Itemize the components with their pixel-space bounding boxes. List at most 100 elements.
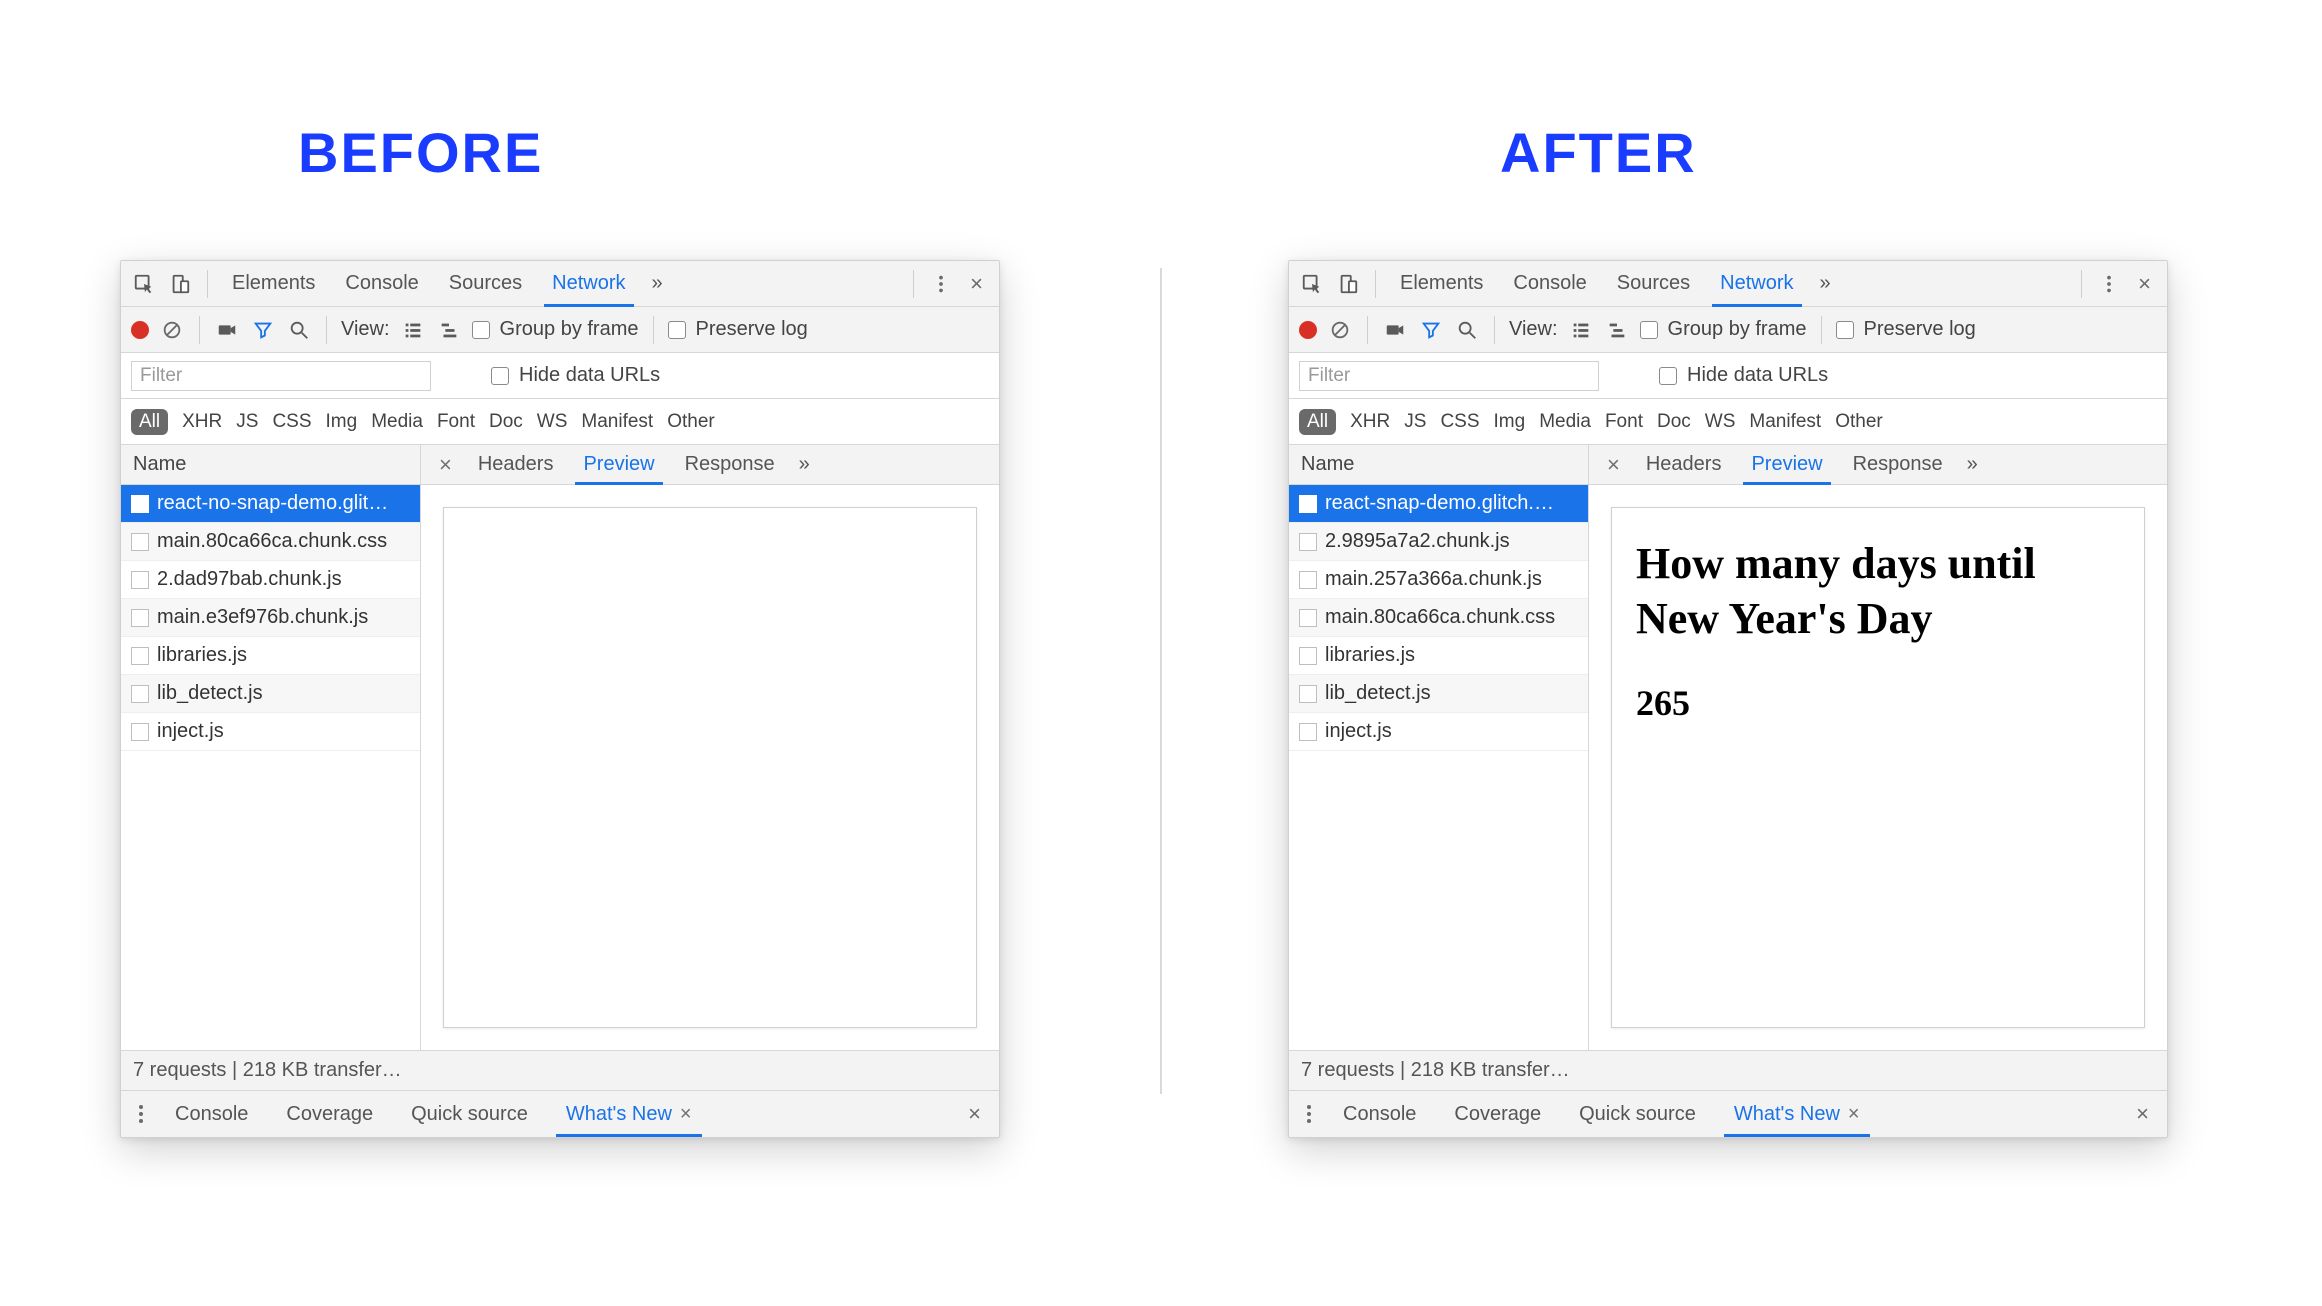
request-row[interactable]: main.e3ef976b.chunk.js (121, 599, 420, 637)
close-drawer-icon[interactable]: × (2130, 1101, 2155, 1127)
subtab-headers[interactable]: Headers (466, 445, 566, 484)
filter-funnel-icon[interactable] (1418, 317, 1444, 343)
type-manifest[interactable]: Manifest (581, 411, 653, 433)
close-detail-icon[interactable]: × (431, 452, 460, 478)
device-toggle-icon[interactable] (167, 271, 193, 297)
drawer-tab-quick-source[interactable]: Quick source (1567, 1091, 1708, 1137)
drawer-tab-quick-source[interactable]: Quick source (399, 1091, 540, 1137)
type-all[interactable]: All (131, 409, 168, 435)
type-doc[interactable]: Doc (1657, 411, 1691, 433)
request-row[interactable]: main.80ca66ca.chunk.css (121, 523, 420, 561)
type-doc[interactable]: Doc (489, 411, 523, 433)
clear-icon[interactable] (1327, 317, 1353, 343)
request-row[interactable]: 2.9895a7a2.chunk.js (1289, 523, 1588, 561)
record-icon[interactable] (1299, 321, 1317, 339)
preserve-log-checkbox[interactable] (1836, 321, 1854, 339)
type-xhr[interactable]: XHR (182, 411, 222, 433)
type-xhr[interactable]: XHR (1350, 411, 1390, 433)
inspect-icon[interactable] (131, 271, 157, 297)
subtabs-overflow-icon[interactable]: » (793, 453, 816, 476)
type-font[interactable]: Font (437, 411, 475, 433)
type-all[interactable]: All (1299, 409, 1336, 435)
filter-funnel-icon[interactable] (250, 317, 276, 343)
request-row[interactable]: libraries.js (121, 637, 420, 675)
filter-input[interactable]: Filter (131, 361, 431, 391)
type-media[interactable]: Media (1539, 411, 1591, 433)
group-by-frame-checkbox[interactable] (472, 321, 490, 339)
subtab-preview[interactable]: Preview (571, 445, 666, 484)
request-row[interactable]: lib_detect.js (121, 675, 420, 713)
type-ws[interactable]: WS (537, 411, 568, 433)
type-img[interactable]: Img (326, 411, 358, 433)
tab-network[interactable]: Network (1710, 261, 1803, 306)
group-by-frame-checkbox[interactable] (1640, 321, 1658, 339)
close-tab-icon[interactable]: × (680, 1103, 692, 1126)
view-list-icon[interactable] (400, 317, 426, 343)
tab-network[interactable]: Network (542, 261, 635, 306)
kebab-menu-icon[interactable] (2096, 271, 2122, 297)
drawer-tab-coverage[interactable]: Coverage (1442, 1091, 1553, 1137)
type-img[interactable]: Img (1494, 411, 1526, 433)
search-icon[interactable] (286, 317, 312, 343)
subtab-response[interactable]: Response (1841, 445, 1955, 484)
subtab-response[interactable]: Response (673, 445, 787, 484)
subtab-headers[interactable]: Headers (1634, 445, 1734, 484)
request-row[interactable]: libraries.js (1289, 637, 1588, 675)
request-row[interactable]: 2.dad97bab.chunk.js (121, 561, 420, 599)
drawer-menu-icon[interactable] (1301, 1105, 1317, 1123)
type-manifest[interactable]: Manifest (1749, 411, 1821, 433)
type-css[interactable]: CSS (272, 411, 311, 433)
drawer-tab-console[interactable]: Console (1331, 1091, 1428, 1137)
close-devtools-icon[interactable]: × (2132, 271, 2157, 297)
request-row[interactable]: inject.js (1289, 713, 1588, 751)
tab-sources[interactable]: Sources (439, 261, 532, 306)
type-js[interactable]: JS (236, 411, 258, 433)
device-toggle-icon[interactable] (1335, 271, 1361, 297)
name-column-header[interactable]: Name (1289, 445, 1588, 485)
record-icon[interactable] (131, 321, 149, 339)
drawer-menu-icon[interactable] (133, 1105, 149, 1123)
type-ws[interactable]: WS (1705, 411, 1736, 433)
hide-data-urls-checkbox[interactable] (491, 367, 509, 385)
preserve-log-checkbox[interactable] (668, 321, 686, 339)
camera-icon[interactable] (214, 317, 240, 343)
close-detail-icon[interactable]: × (1599, 452, 1628, 478)
type-other[interactable]: Other (667, 411, 715, 433)
inspect-icon[interactable] (1299, 271, 1325, 297)
drawer-tab-whats-new[interactable]: What's New × (554, 1091, 704, 1137)
drawer-tab-whats-new[interactable]: What's New × (1722, 1091, 1872, 1137)
tabs-overflow-icon[interactable]: » (646, 272, 669, 295)
close-drawer-icon[interactable]: × (962, 1101, 987, 1127)
search-icon[interactable] (1454, 317, 1480, 343)
subtabs-overflow-icon[interactable]: » (1961, 453, 1984, 476)
hide-data-urls-checkbox[interactable] (1659, 367, 1677, 385)
view-list-icon[interactable] (1568, 317, 1594, 343)
tab-console[interactable]: Console (1503, 261, 1596, 306)
name-column-header[interactable]: Name (121, 445, 420, 485)
close-devtools-icon[interactable]: × (964, 271, 989, 297)
close-tab-icon[interactable]: × (1848, 1103, 1860, 1126)
request-row[interactable]: react-no-snap-demo.glit… (121, 485, 420, 523)
type-js[interactable]: JS (1404, 411, 1426, 433)
tab-elements[interactable]: Elements (222, 261, 325, 306)
drawer-tab-console[interactable]: Console (163, 1091, 260, 1137)
request-row[interactable]: lib_detect.js (1289, 675, 1588, 713)
type-media[interactable]: Media (371, 411, 423, 433)
type-font[interactable]: Font (1605, 411, 1643, 433)
view-waterfall-icon[interactable] (1604, 317, 1630, 343)
camera-icon[interactable] (1382, 317, 1408, 343)
subtab-preview[interactable]: Preview (1739, 445, 1834, 484)
type-other[interactable]: Other (1835, 411, 1883, 433)
tab-console[interactable]: Console (335, 261, 428, 306)
kebab-menu-icon[interactable] (928, 271, 954, 297)
request-row[interactable]: main.257a366a.chunk.js (1289, 561, 1588, 599)
clear-icon[interactable] (159, 317, 185, 343)
tab-elements[interactable]: Elements (1390, 261, 1493, 306)
tabs-overflow-icon[interactable]: » (1814, 272, 1837, 295)
request-row[interactable]: react-snap-demo.glitch.… (1289, 485, 1588, 523)
type-css[interactable]: CSS (1440, 411, 1479, 433)
view-waterfall-icon[interactable] (436, 317, 462, 343)
drawer-tab-coverage[interactable]: Coverage (274, 1091, 385, 1137)
request-row[interactable]: inject.js (121, 713, 420, 751)
tab-sources[interactable]: Sources (1607, 261, 1700, 306)
